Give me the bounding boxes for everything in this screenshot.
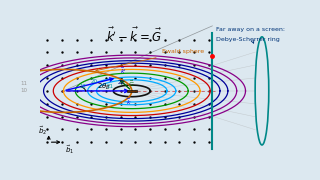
Text: 21: 21 [106, 84, 113, 89]
Text: $\vec{b}_2$: $\vec{b}_2$ [38, 124, 47, 137]
Text: 20: 20 [91, 79, 98, 84]
Bar [127, 90, 137, 92]
Text: 11: 11 [20, 81, 27, 86]
Text: $\vec{k}'$: $\vec{k}'$ [120, 66, 127, 76]
Text: $\vec{k}' - \vec{k} = \vec{G}$: $\vec{k}' - \vec{k} = \vec{G}$ [106, 27, 162, 45]
Text: Debye-Scherrer ring: Debye-Scherrer ring [216, 37, 280, 42]
Text: $\vec{b}_1$: $\vec{b}_1$ [65, 144, 74, 156]
Text: 22: 22 [117, 80, 124, 85]
Text: $2\theta_{B}$: $2\theta_{B}$ [97, 82, 110, 92]
Text: $\vec{G}$: $\vec{G}$ [128, 79, 135, 89]
Text: $\vec{k}$: $\vec{k}$ [126, 96, 132, 107]
Text: 12: 12 [80, 84, 87, 89]
Text: 10: 10 [20, 88, 27, 93]
Text: Ewald sphere: Ewald sphere [96, 50, 204, 71]
Text: Far away on a screen:: Far away on a screen: [216, 27, 285, 32]
